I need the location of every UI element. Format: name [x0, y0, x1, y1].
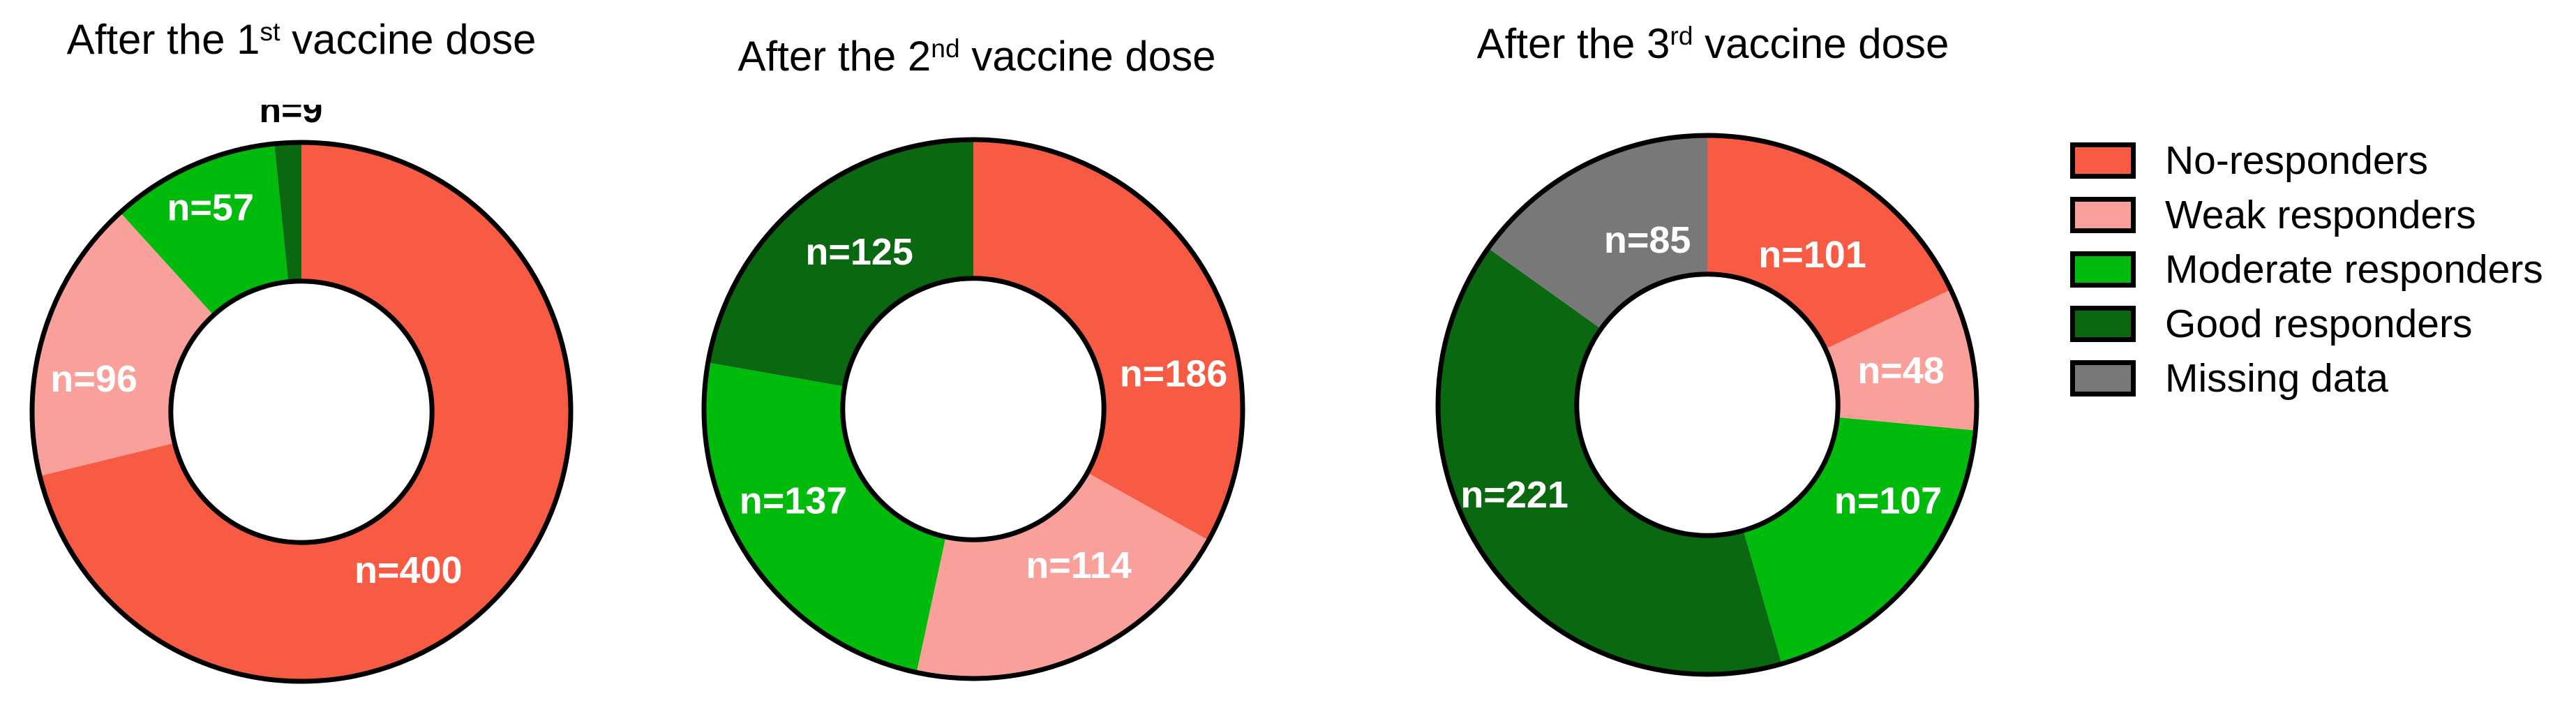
- legend-swatch-moderate-responders: [2070, 251, 2136, 288]
- legend: No-responders Weak responders Moderate r…: [2070, 138, 2543, 401]
- legend-label: Good responders: [2165, 302, 2473, 346]
- title-ordinal-superscript: rd: [1670, 21, 1693, 51]
- chart-title-dose-3: After the 3rd vaccine dose: [1477, 20, 1949, 68]
- donut-slice-missing-data: [1488, 135, 1707, 329]
- legend-label: Missing data: [2165, 356, 2388, 401]
- donut-chart-dose-3: n=101 n=48 n=107 n=221 n=85: [1435, 133, 1979, 677]
- donut-outer-outline: [701, 137, 1245, 681]
- legend-item-missing-data: Missing data: [2070, 356, 2543, 401]
- donut-slice-weak-responders: [32, 212, 214, 476]
- title-text: vaccine dose: [280, 16, 537, 63]
- donut-inner-outline: [1574, 272, 1841, 538]
- donut-chart-dose-1: n=400 n=96 n=57 n=9: [29, 105, 574, 684]
- legend-label: Weak responders: [2165, 193, 2476, 237]
- donut-slice-moderate-responders: [120, 143, 289, 316]
- legend-label: No-responders: [2165, 138, 2429, 183]
- title-ordinal-superscript: st: [260, 17, 280, 47]
- slice-count-label: n=107: [1834, 480, 1942, 522]
- legend-label: Moderate responders: [2165, 247, 2543, 292]
- legend-item-good-responders: Good responders: [2070, 302, 2543, 346]
- title-text: After the 3: [1476, 20, 1670, 67]
- slice-count-label: n=400: [354, 549, 463, 591]
- title-text: vaccine dose: [1693, 20, 1949, 67]
- slice-count-label: n=221: [1460, 474, 1568, 516]
- donut-slice-moderate-responders: [704, 362, 946, 673]
- donut-outer-outline: [1435, 133, 1979, 677]
- legend-swatch-weak-responders: [2070, 197, 2136, 233]
- donut-chart-dose-2: n=186 n=114 n=137 n=125: [701, 137, 1245, 681]
- chart-title-dose-1: After the 1st vaccine dose: [67, 15, 537, 64]
- title-text: vaccine dose: [959, 33, 1216, 80]
- slice-count-label: n=114: [1026, 544, 1132, 586]
- slice-count-label: n=48: [1857, 350, 1945, 392]
- donut-slice-moderate-responders: [1743, 417, 1976, 665]
- donut-slice-no-responders: [40, 142, 571, 681]
- slice-count-label: n=125: [805, 231, 913, 273]
- donut-slice-weak-responders: [916, 473, 1209, 679]
- legend-swatch-good-responders: [2070, 306, 2136, 342]
- legend-item-no-responders: No-responders: [2070, 138, 2543, 183]
- legend-swatch-no-responders: [2070, 142, 2136, 179]
- donut-slice-good-responders: [274, 142, 301, 282]
- donut-inner-outline: [168, 279, 435, 545]
- slice-count-label: n=96: [50, 358, 137, 400]
- chart-title-dose-2: After the 2nd vaccine dose: [737, 32, 1215, 80]
- title-text: After the 2: [737, 33, 931, 80]
- title-text: After the 1: [66, 16, 260, 63]
- donut-inner-outline: [840, 276, 1107, 542]
- donut-slice-no-responders: [973, 140, 1243, 540]
- title-ordinal-superscript: nd: [931, 34, 960, 64]
- donut-slice-good-responders: [707, 140, 973, 387]
- slice-count-label: n=137: [740, 480, 848, 521]
- donut-slice-good-responders: [1438, 248, 1782, 674]
- donut-slice-no-responders: [1707, 135, 1951, 349]
- slice-count-label: n=85: [1604, 219, 1691, 261]
- slice-count-label: n=57: [167, 186, 254, 228]
- legend-item-moderate-responders: Moderate responders: [2070, 247, 2543, 292]
- legend-swatch-missing-data: [2070, 360, 2136, 396]
- donut-outer-outline: [29, 140, 574, 684]
- slice-count-label: n=9: [259, 105, 322, 131]
- slice-count-label: n=101: [1758, 234, 1866, 276]
- slice-count-label: n=186: [1120, 353, 1228, 394]
- legend-item-weak-responders: Weak responders: [2070, 193, 2543, 237]
- figure-canvas: { "figure": { "background": "#FFFFFF" },…: [29, 15, 2543, 684]
- donut-slice-weak-responders: [1825, 290, 1977, 431]
